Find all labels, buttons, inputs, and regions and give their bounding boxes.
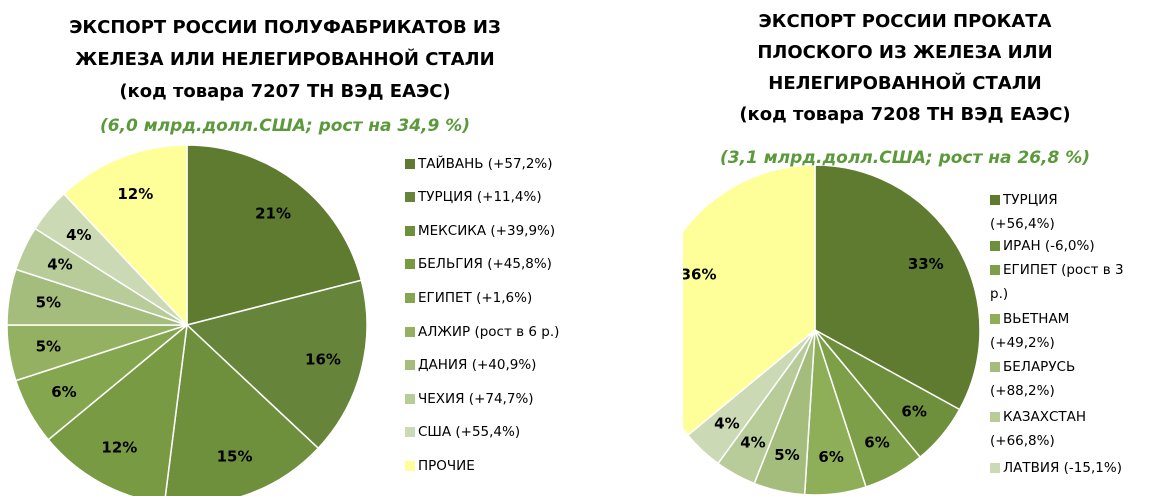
legend-label: ЕГИПЕТ (рост в 3 р.): [990, 262, 1124, 302]
legend-entry: КАЗАХСТАН (+66,8%): [990, 405, 1125, 453]
data-label: 5%: [36, 337, 61, 355]
pie-slice: [185, 279, 368, 450]
pie-slice: [47, 323, 188, 496]
legend-swatch: [405, 259, 415, 269]
chart-title: ЭКСПОРТ РОССИИ ПОЛУФАБРИКАТОВ ИЗ: [69, 17, 501, 38]
legend-swatch: [990, 412, 1000, 422]
legend-label: ЕГИПЕТ (+1,6%): [418, 290, 533, 306]
legend-swatch: [405, 327, 415, 337]
data-label: 36%: [681, 266, 717, 284]
data-label: 4%: [740, 433, 765, 451]
chart-title: ЖЕЛЕЗА ИЛИ НЕЛЕГИРОВАННОЙ СТАЛИ: [75, 48, 494, 70]
legend-swatch: [405, 360, 415, 370]
legend-label: ТУРЦИЯ (+11,4%): [418, 189, 542, 205]
data-label: 4%: [47, 256, 72, 274]
legend-swatch: [405, 293, 415, 303]
legend-label: БЕЛЬГИЯ (+45,8%): [418, 256, 552, 272]
data-label: 21%: [255, 205, 291, 223]
data-label: 33%: [908, 255, 944, 273]
legend-entry: ТУРЦИЯ (+11,4%): [405, 185, 665, 209]
chart-title: НЕЛЕГИРОВАННОЙ СТАЛИ: [768, 72, 1041, 94]
legend-swatch: [990, 265, 1000, 275]
data-label: 15%: [217, 448, 253, 466]
legend-entry: ТАЙВАНЬ (+57,2%): [405, 152, 665, 176]
legend-label: ПРОЧИЕ: [418, 458, 475, 474]
legend-label: ТАЙВАНЬ (+57,2%): [418, 156, 553, 172]
legend-entry: МЕКСИКА (+39,9%): [405, 219, 665, 243]
legend-entry: ЕГИПЕТ (рост в 3 р.): [990, 258, 1125, 306]
legend-label: КАЗАХСТАН (+66,8%): [990, 409, 1087, 449]
chart-title: (код товара 7208 ТН ВЭД ЕАЭС): [739, 104, 1070, 125]
data-label: 6%: [51, 383, 76, 401]
legend-swatch: [405, 461, 415, 471]
legend-label: ВЬЕТНАМ (+49,2%): [990, 311, 1070, 351]
legend-label: ДАНИЯ (+40,9%): [418, 357, 537, 373]
legend-entry: ЛАТВИЯ (-15,1%): [990, 456, 1125, 480]
legend-label: ЛАТВИЯ (-15,1%): [1003, 460, 1122, 476]
pie-slice: [62, 144, 188, 327]
legend-label: ИРАН (-6,0%): [1003, 238, 1095, 254]
chart-title: ЭКСПОРТ РОССИИ ПРОКАТА: [759, 11, 1052, 32]
data-label: 16%: [305, 350, 341, 368]
legend-label: США (+55,4%): [418, 424, 521, 440]
legend-swatch: [990, 241, 1000, 251]
data-label: 6%: [901, 403, 926, 421]
legend-entry: ДАНИЯ (+40,9%): [405, 353, 665, 377]
legend-swatch: [405, 226, 415, 236]
data-label: 4%: [714, 414, 739, 432]
chart-title: ПЛОСКОГО ИЗ ЖЕЛЕЗА ИЛИ: [757, 42, 1052, 63]
pie-slice: [683, 164, 816, 437]
legend-entry: БЕЛЬГИЯ (+45,8%): [405, 252, 665, 276]
data-label: 12%: [101, 439, 137, 457]
chart-title: (код товара 7207 ТН ВЭД ЕАЭС): [119, 81, 450, 102]
data-label: 6%: [818, 448, 843, 466]
legend-swatch: [990, 314, 1000, 324]
data-label: 6%: [864, 433, 889, 451]
pie-slice: [164, 323, 320, 496]
chart-subtitle: (6,0 млрд.долл.США; рост на 34,9 %): [100, 116, 470, 136]
pie-slice: [814, 164, 981, 411]
pie: 21% 16% 15% 12% 6% 5% 5% 4% 4% 12%: [6, 144, 368, 496]
data-label: 4%: [66, 226, 91, 244]
pie: 33% 6% 6% 6% 5% 4%4% 36%: [681, 164, 981, 496]
legend-swatch: [405, 394, 415, 404]
data-label: 12%: [117, 185, 153, 203]
data-label: 5%: [774, 446, 799, 464]
legend-entry: ВЬЕТНАМ (+49,2%): [990, 307, 1125, 355]
legend-swatch: [405, 192, 415, 202]
legend-swatch: [405, 427, 415, 437]
legend-label: МЕКСИКА (+39,9%): [418, 223, 556, 239]
legend-entry: БЕЛАРУСЬ (+88,2%): [990, 355, 1125, 403]
data-label: 5%: [36, 294, 61, 312]
legend-entry: ИРАН (-6,0%): [990, 234, 1125, 258]
legend-entry: АЛЖИР (рост в 6 р.): [405, 320, 665, 344]
chart-subtitle: (3,1 млрд.долл.США; рост на 26,8 %): [720, 148, 1090, 168]
legend-label: ТУРЦИЯ (+56,4%): [990, 192, 1058, 232]
legend-entry: ПРОЧИЕ: [405, 454, 665, 478]
legend-swatch: [990, 362, 1000, 372]
legend-entry: ЧЕХИЯ (+74,7%): [405, 387, 665, 411]
legend-swatch: [990, 463, 1000, 473]
legend-entry: ЕГИПЕТ (+1,6%): [405, 286, 665, 310]
legend-entry: ТУРЦИЯ (+56,4%): [990, 188, 1125, 236]
pie-slice: [186, 144, 363, 326]
legend-swatch: [990, 195, 1000, 205]
legend-entry: США (+55,4%): [405, 420, 665, 444]
legend-swatch: [405, 159, 415, 169]
legend-label: БЕЛАРУСЬ (+88,2%): [990, 359, 1076, 399]
legend-label: АЛЖИР (рост в 6 р.): [418, 324, 560, 340]
legend-label: ЧЕХИЯ (+74,7%): [418, 391, 534, 407]
